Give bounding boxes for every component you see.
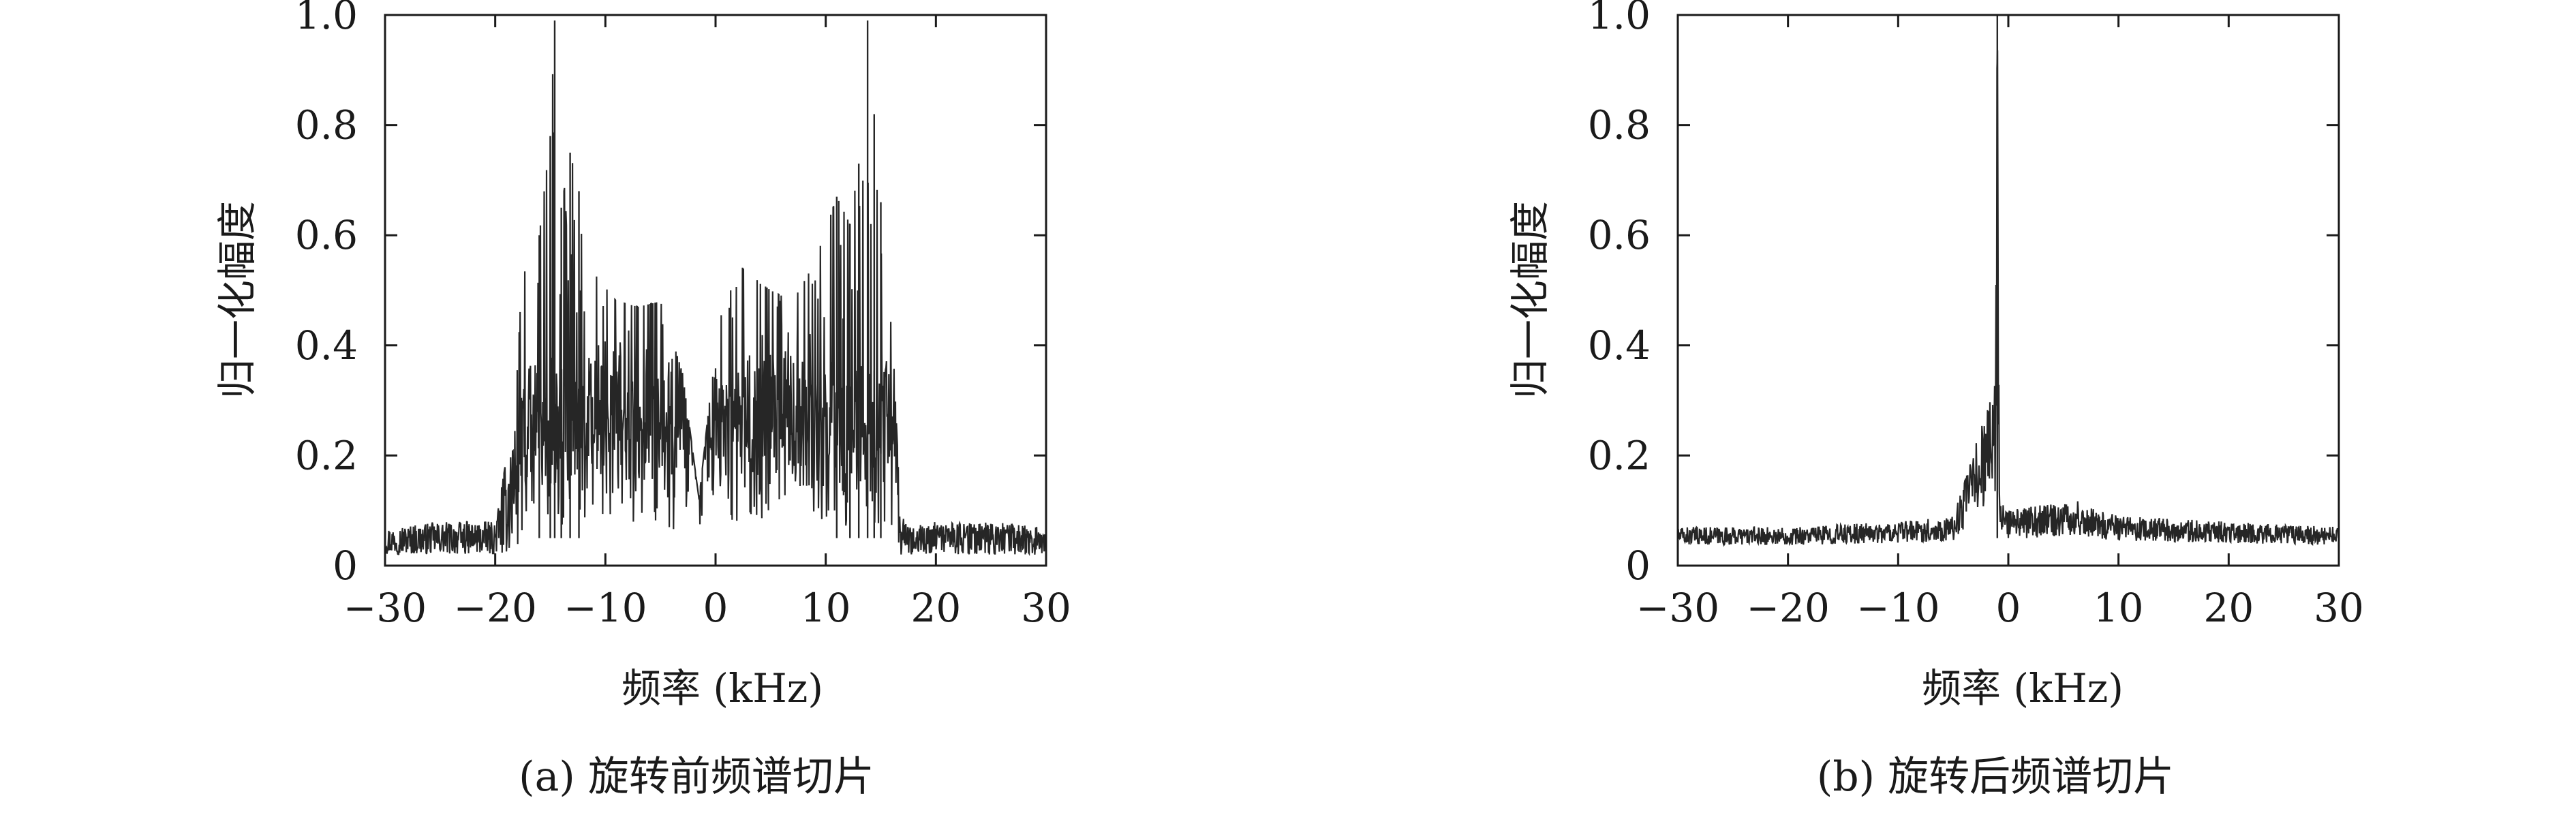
x-tick-label-b-5: 20 (2203, 585, 2254, 631)
x-tick-label-a-3: 0 (703, 585, 729, 631)
caption-b: (b) 旋转后频谱切片 (1817, 753, 2174, 801)
x-tick-label-a-4: 10 (801, 585, 851, 631)
plot-frame-a (384, 14, 1047, 567)
y-tick-label-a-2: 0.4 (295, 322, 358, 369)
plot-frame-b (1676, 14, 2340, 567)
y-tick-label-b-0: 0 (1625, 542, 1651, 589)
x-tick-label-b-3: 0 (1996, 585, 2021, 631)
series-line-b-0 (1676, 50, 2340, 547)
y-tick-label-b-4: 0.8 (1588, 102, 1651, 149)
series-line-a-0 (384, 74, 1047, 557)
caption-a: (a) 旋转前频谱切片 (519, 753, 874, 801)
x-tick-label-a-1: −20 (453, 585, 536, 631)
y-tick-label-b-1: 0.2 (1588, 432, 1651, 478)
x-tick-label-b-1: −20 (1746, 585, 1829, 631)
y-tick-label-a-5: 1.0 (295, 0, 358, 38)
y-tick-label-a-4: 0.8 (295, 102, 358, 149)
y-tick-label-b-5: 1.0 (1588, 0, 1651, 38)
x-tick-label-b-2: −10 (1856, 585, 1939, 631)
panel-b: 频率 (kHz) 归一化幅度 (b) 旋转后频谱切片 −30 −20 −10 0 10 2… (1507, 0, 2364, 801)
y-tick-label-b-2: 0.4 (1588, 322, 1651, 369)
x-tick-label-b-0: −30 (1636, 585, 1719, 631)
x-tick-label-a-6: 30 (1021, 585, 1071, 631)
x-tick-label-a-0: −30 (343, 585, 427, 631)
y-tick-label-a-1: 0.2 (295, 432, 358, 478)
panel-a: 频率 (kHz) 归一化幅度 (a) 旋转前频谱切片 −30 −20 −10 0 10 2… (214, 0, 1071, 801)
y-axis-title-b: 归一化幅度 (1507, 201, 1553, 399)
x-tick-label-a-2: −10 (564, 585, 647, 631)
x-tick-label-a-5: 20 (910, 585, 961, 631)
x-axis-title-a: 频率 (kHz) (622, 665, 823, 711)
x-axis-title-b: 频率 (kHz) (1922, 665, 2123, 711)
x-tick-label-b-4: 10 (2094, 585, 2144, 631)
x-tick-label-b-6: 30 (2314, 585, 2364, 631)
y-axis-title-a: 归一化幅度 (214, 201, 260, 399)
y-tick-label-b-3: 0.6 (1588, 212, 1651, 258)
y-tick-label-a-0: 0 (333, 542, 358, 589)
y-tick-label-a-3: 0.6 (295, 212, 358, 258)
